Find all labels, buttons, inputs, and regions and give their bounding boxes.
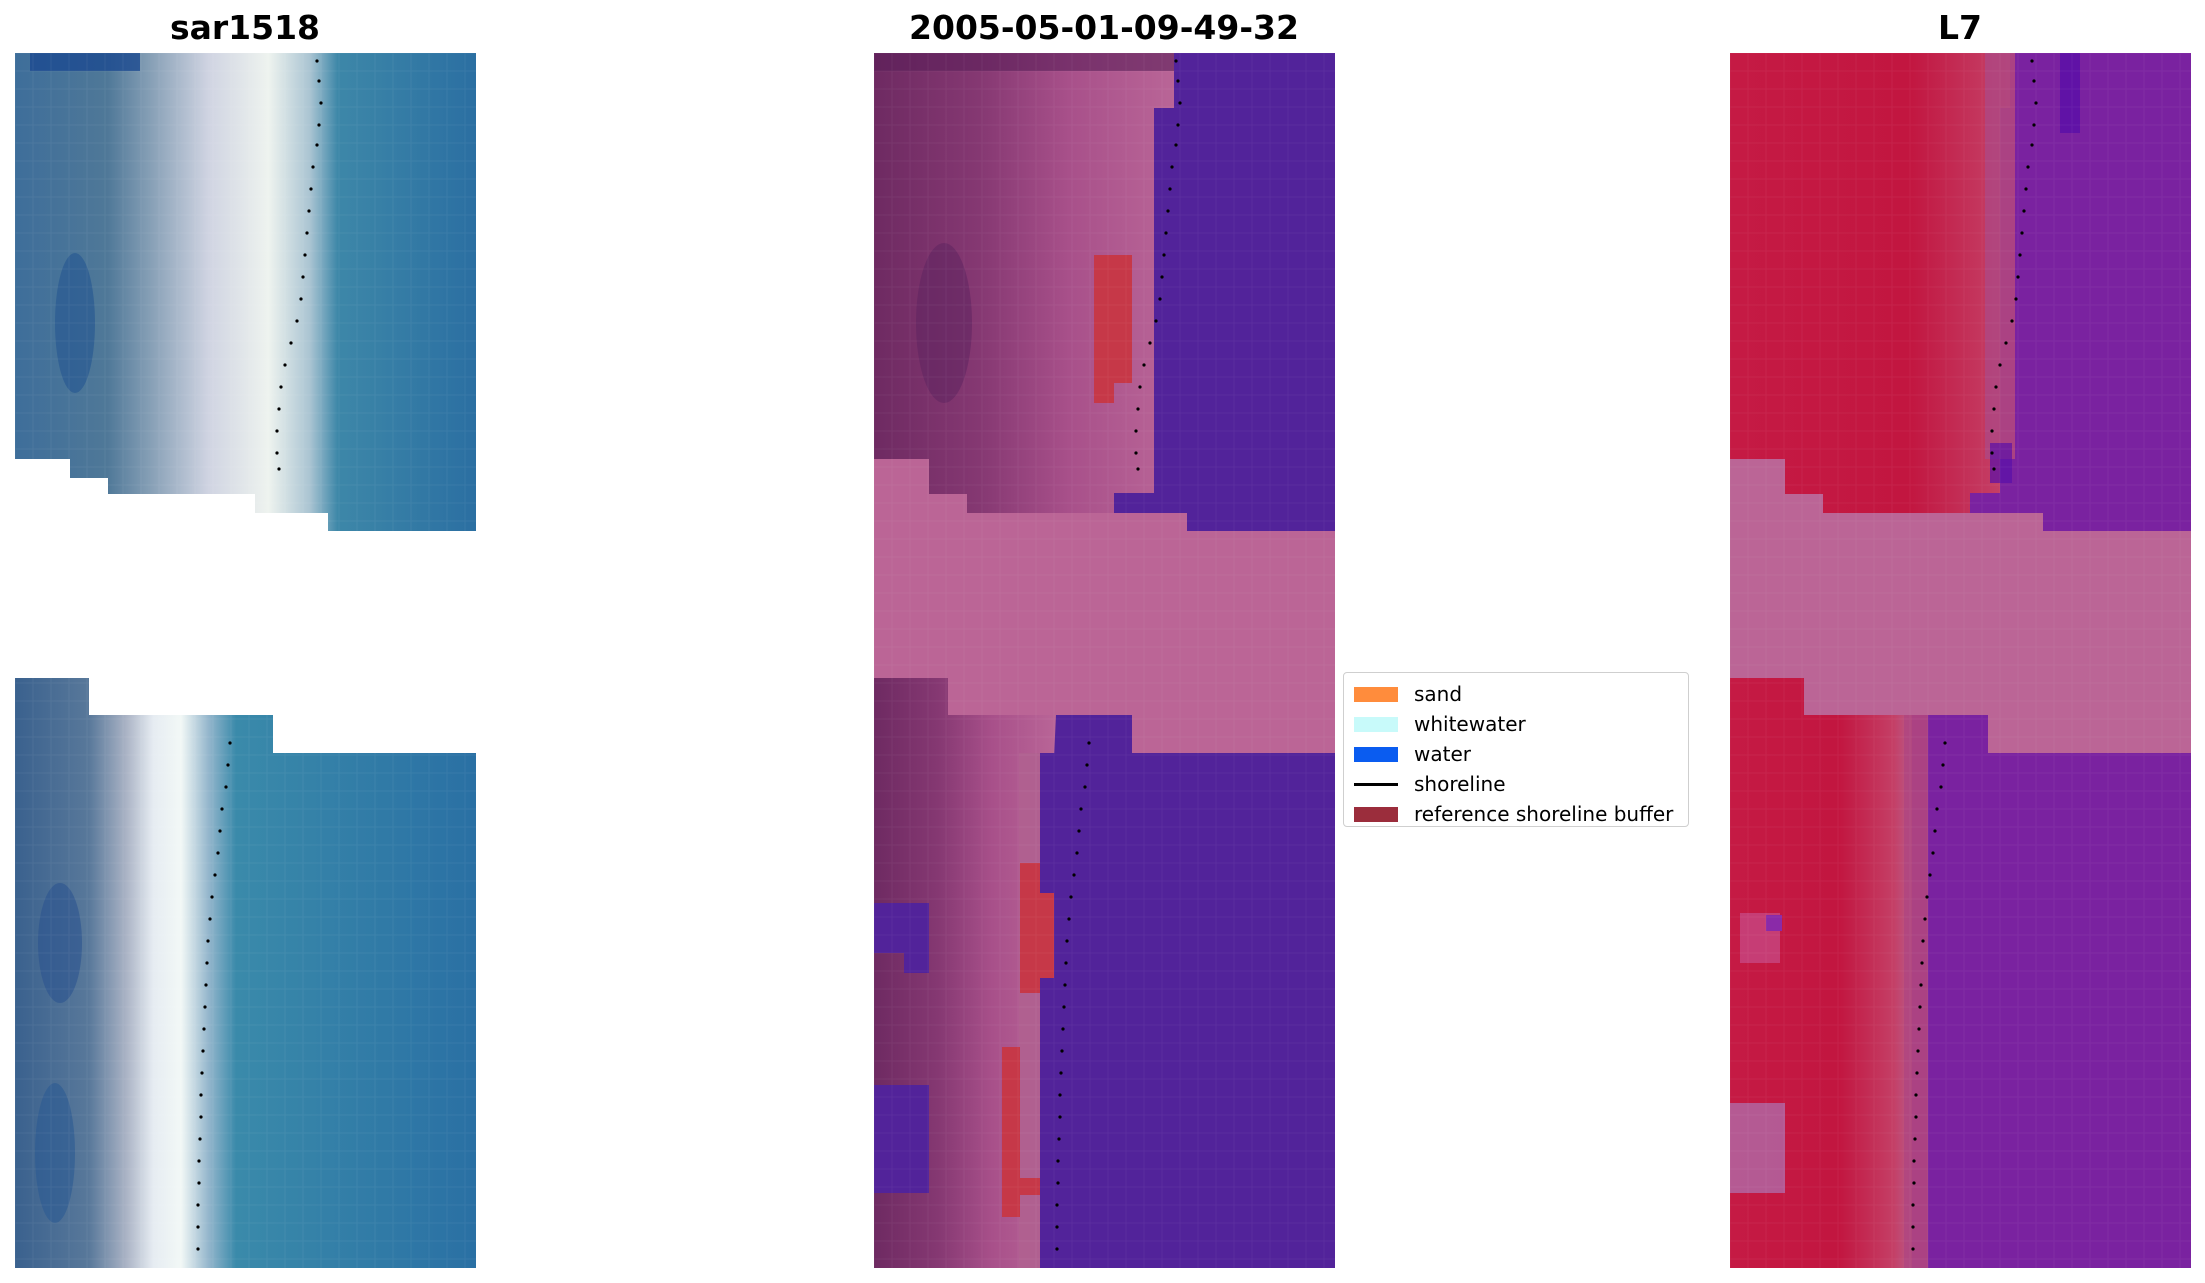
shoreline-dots-rgb <box>196 59 323 1251</box>
legend-item-reference-buffer: reference shoreline buffer <box>1354 799 1678 829</box>
rgb-image <box>15 53 476 1268</box>
legend-swatch-shoreline <box>1354 782 1398 786</box>
legend-item-sand: sand <box>1354 679 1678 709</box>
legend-swatch-water <box>1354 746 1398 762</box>
shoreline-dots-index <box>1911 59 2038 1251</box>
title-classification: 2005-05-01-09-49-32 <box>909 8 1299 47</box>
title-index: L7 <box>1938 8 1982 47</box>
legend-swatch-sand <box>1354 686 1398 702</box>
legend-item-water: water <box>1354 739 1678 769</box>
legend-label-sand: sand <box>1414 682 1463 706</box>
legend-label-water: water <box>1414 742 1471 766</box>
rgb-image-panel <box>15 53 476 1268</box>
index-image <box>1730 53 2191 1268</box>
classification-image <box>874 53 1335 1268</box>
legend-label-whitewater: whitewater <box>1414 712 1526 736</box>
classification-panel <box>874 53 1335 1268</box>
legend-label-reference-buffer: reference shoreline buffer <box>1414 802 1674 826</box>
legend-item-whitewater: whitewater <box>1354 709 1678 739</box>
title-rgb: sar1518 <box>169 8 321 47</box>
legend-swatch-whitewater <box>1354 716 1398 732</box>
shoreline-dots-classification <box>1055 59 1182 1251</box>
legend-item-shoreline: shoreline <box>1354 769 1678 799</box>
legend-label-shoreline: shoreline <box>1414 772 1506 796</box>
index-panel <box>1730 53 2191 1268</box>
legend: sand whitewater water shoreline referenc… <box>1343 672 1689 827</box>
legend-swatch-reference-buffer <box>1354 806 1398 822</box>
